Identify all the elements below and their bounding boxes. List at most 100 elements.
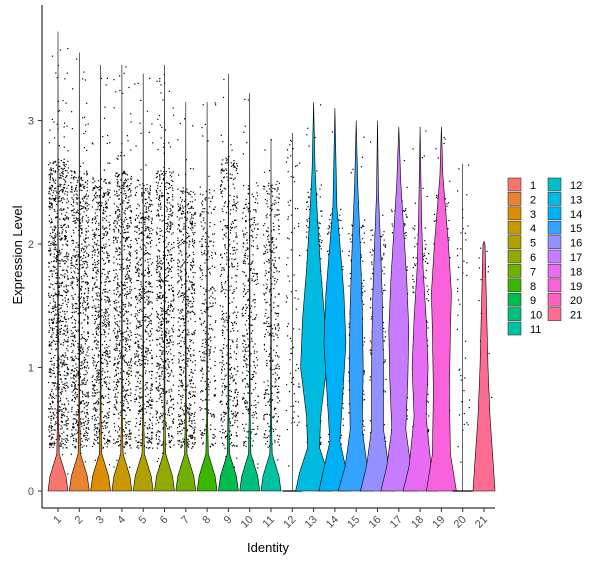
data-point [93,429,95,431]
data-point [59,392,61,394]
data-point [119,320,121,322]
data-point [50,283,52,285]
data-point [75,302,77,304]
data-point [194,386,196,388]
data-point [101,354,104,356]
data-point [141,257,143,259]
data-point [151,286,153,288]
data-point [151,438,153,440]
data-point [53,229,55,231]
data-point [140,442,142,444]
data-point [171,214,173,216]
data-point [119,306,121,308]
data-point [61,364,64,366]
data-point [54,397,56,399]
data-point [84,130,87,133]
data-point [164,186,166,188]
data-point [123,171,125,173]
data-point [138,292,140,295]
data-point [190,435,192,437]
data-point [54,423,56,426]
data-point [83,428,85,430]
data-point [118,417,120,420]
data-point [59,409,61,412]
data-point [160,375,162,377]
data-point [149,419,151,421]
data-point [117,291,119,293]
data-point [180,380,182,382]
data-point [59,185,61,187]
data-point [66,245,68,247]
data-point [187,256,189,258]
data-point [60,274,62,276]
data-point [143,252,145,254]
data-point [67,385,69,387]
data-point [62,354,64,356]
data-point [201,254,203,256]
data-point [81,392,84,394]
data-point [126,184,129,187]
data-point [119,210,121,212]
data-point [117,367,119,369]
data-point [189,379,191,381]
data-point [191,333,193,335]
data-point [214,266,216,268]
data-point [63,146,65,148]
data-point [214,252,216,254]
data-point [168,264,171,266]
data-point [149,340,151,342]
data-point [194,212,196,214]
data-point [92,200,94,202]
data-point [117,207,119,209]
data-point [159,280,161,282]
data-point [105,301,107,303]
data-point [127,394,129,397]
data-point [107,194,109,196]
data-point [87,216,89,218]
data-point [98,295,101,297]
data-point [207,252,209,254]
data-point [114,220,116,222]
data-point [129,346,131,348]
data-point [187,360,189,362]
data-point [64,78,66,80]
data-point [168,142,170,144]
data-point [117,175,119,177]
data-point [191,226,193,228]
data-point [180,345,182,348]
data-point [105,311,107,313]
data-point [76,432,78,435]
data-point [168,380,170,382]
data-point [58,358,60,360]
data-point [167,266,169,269]
data-point [201,272,203,274]
data-point [61,427,63,429]
data-point [158,317,160,319]
data-point [138,411,141,413]
data-point [107,443,109,445]
data-point [72,427,74,429]
data-point [190,414,192,416]
data-point [187,312,189,314]
data-point [48,310,50,312]
data-point [87,297,89,299]
data-point [67,332,69,334]
data-point [124,240,127,243]
data-point [201,345,203,347]
data-point [190,426,193,428]
data-point [63,411,65,414]
data-point [130,400,132,402]
data-point [67,150,69,152]
data-point [190,168,192,170]
data-point [157,262,159,265]
data-point [159,418,161,420]
data-point [141,355,143,357]
data-point [80,368,82,370]
data-point [74,220,76,222]
data-point [104,415,106,417]
data-point [124,173,126,175]
data-point [120,155,122,157]
data-point [95,365,97,367]
data-point [80,296,83,298]
data-point [80,400,82,402]
